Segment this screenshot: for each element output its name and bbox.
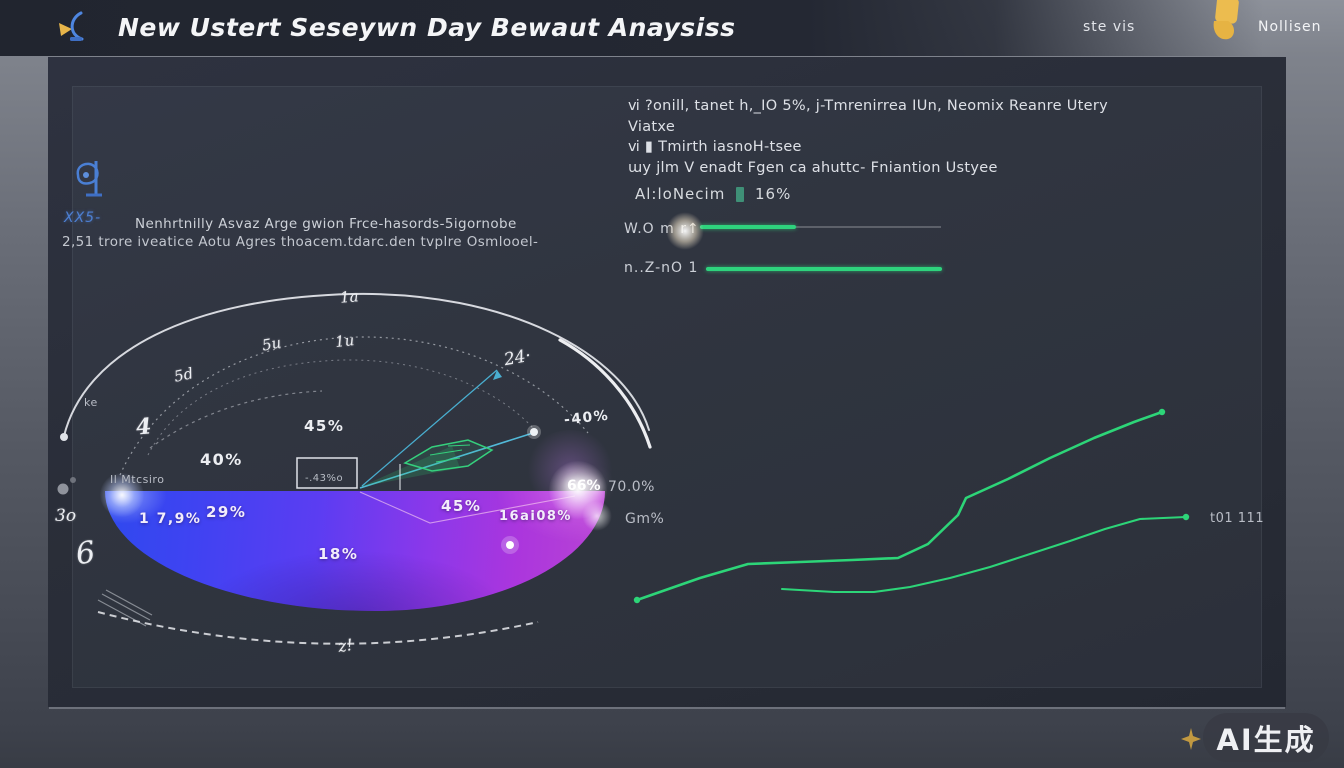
glow-percent-label: 66%	[567, 478, 601, 494]
user-name-label[interactable]: Nollisen	[1258, 19, 1322, 35]
bowl-percent-label: 16ai08%	[499, 509, 572, 524]
bowl-percent-label: 45%	[441, 497, 482, 515]
page-title: New Ustert Seseywn Day Bewaut Anaysiss	[118, 13, 736, 42]
gauge-tick-icon	[736, 187, 744, 202]
edge-percent-label: 70.0%	[608, 479, 655, 495]
summary-text-block: ⅵ ?onill, tanet h,_IO 5%, j-Tmrenirrea I…	[628, 96, 1148, 178]
app-logo-icon	[59, 11, 84, 41]
progress-bar-1	[700, 225, 941, 229]
app-header: New Ustert Seseywn Day Bewaut Anaysiss s…	[0, 0, 1344, 56]
summary-line-2: ⅵ ▮ Tmirth iasnoH-tsee	[628, 139, 802, 155]
arc-label: z!	[336, 635, 355, 656]
progress-label-1: W.O m r↑	[624, 221, 700, 237]
summary-line-1: ⅵ ?onill, tanet h,_IO 5%, j-Tmrenirrea I…	[628, 98, 1108, 135]
progress-fill-1	[700, 225, 797, 229]
chart-doodle-icon	[76, 161, 102, 197]
blue-annotation-mark: XX5-	[64, 210, 102, 226]
sparkle-icon	[1181, 728, 1201, 750]
arc-label: 5u	[260, 333, 283, 355]
bowl-caption: Il Mtcsiro	[110, 473, 165, 486]
line-end-label: t01 111	[1210, 511, 1265, 526]
arc-label: 3o	[55, 506, 77, 526]
arc-label: 4	[134, 413, 153, 441]
nav-link[interactable]: ste vis	[1083, 19, 1136, 35]
user-avatar-icon[interactable]	[1206, 0, 1246, 43]
percent-label: 40%	[200, 450, 243, 469]
arc-label: 1u	[334, 331, 356, 351]
arc-label: 1a	[339, 287, 360, 307]
progress-bar-2	[706, 267, 942, 271]
summary-line-3: ɯy jlm V enadt Fgen ca ahuttc- Fniantion…	[628, 159, 998, 176]
bowl-percent-label: 18%	[318, 545, 359, 563]
bowl-percent-label: 1 7,9%	[139, 511, 202, 527]
percent-label: 45%	[304, 417, 345, 435]
progress-fill-2	[706, 267, 942, 271]
gauge-value: 16%	[755, 185, 792, 203]
ai-watermark-badge: AI生成	[1203, 713, 1329, 762]
box-value-label: -.43%o	[305, 473, 344, 484]
ai-watermark-text: AI生成	[1216, 722, 1316, 757]
arc-label: ke	[84, 396, 98, 409]
gauge-label: Al:loNecim	[635, 185, 726, 203]
progress-label-2: n..Z-nO 1	[624, 260, 699, 276]
bowl-percent-label: 29%	[206, 503, 247, 521]
edge-percent-label: Gm%	[625, 511, 665, 527]
description-line-2: 2,51 trore iveatice Aotu Agres thoacem.t…	[62, 234, 539, 250]
description-line-1: Nenhrtnilly Asvaz Arge gwion Frce-hasord…	[135, 216, 517, 232]
